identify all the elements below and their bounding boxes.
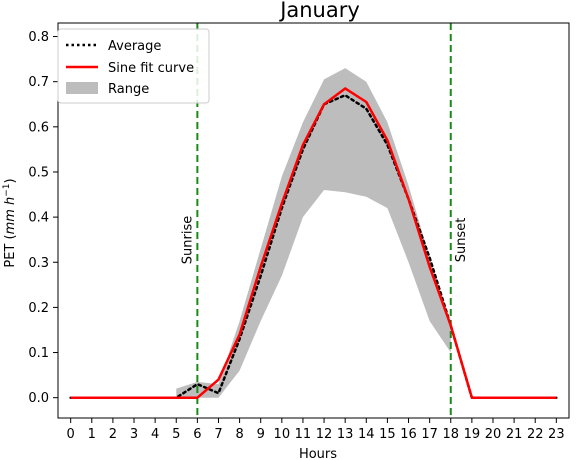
y-tick-label: 0.1 xyxy=(28,346,49,361)
sine-fit-line xyxy=(70,87,557,399)
x-tick-label: 6 xyxy=(193,427,201,442)
x-tick-label: 10 xyxy=(274,427,291,442)
axes xyxy=(57,22,570,419)
x-tick-label: 11 xyxy=(295,427,312,442)
x-tick-label: 8 xyxy=(235,427,243,442)
y-tick-label: 0.2 xyxy=(28,301,49,316)
x-tick-label: 12 xyxy=(316,427,333,442)
x-tick-label: 22 xyxy=(527,427,544,442)
axes-frame xyxy=(57,22,570,419)
y-tick-label: 0.6 xyxy=(28,120,49,135)
chart-title: January xyxy=(278,0,360,22)
x-tick-label: 9 xyxy=(257,427,265,442)
y-tick-label: 0.0 xyxy=(28,391,49,406)
y-axis-label-prefix: PET ( xyxy=(3,234,18,267)
x-tick-label: 5 xyxy=(172,427,180,442)
y-tick-label: 0.4 xyxy=(28,211,49,226)
x-tick-label: 18 xyxy=(442,427,459,442)
x-tick-label: 2 xyxy=(109,427,117,442)
x-tick-label: 3 xyxy=(130,427,138,442)
x-tick-label: 17 xyxy=(421,427,438,442)
y-tick-label: 0.3 xyxy=(28,256,49,271)
x-tick-label: 16 xyxy=(400,427,417,442)
y-axis-label-unit: mm h xyxy=(3,197,18,235)
y-axis-label-exp: −1 xyxy=(2,183,12,196)
sunrise-label: Sunrise xyxy=(180,216,195,264)
x-axis-label: Hours xyxy=(299,447,337,460)
x-tick-label: 15 xyxy=(379,427,396,442)
legend-range-label: Range xyxy=(108,82,149,97)
x-tick-label: 21 xyxy=(506,427,523,442)
x-tick-label: 23 xyxy=(548,427,565,442)
legend-sine-label: Sine fit curve xyxy=(108,61,194,76)
x-tick-label: 4 xyxy=(151,427,159,442)
x-tick-label: 0 xyxy=(67,427,75,442)
ticks: 0.00.10.20.30.40.50.60.70.80 1 2 3 4 5 6 7 8 9 10 1… xyxy=(28,30,564,442)
x-tick-label: 13 xyxy=(337,427,354,442)
y-tick-label: 0.8 xyxy=(28,30,49,45)
x-tick-label: 7 xyxy=(214,427,222,442)
x-tick-label: 19 xyxy=(464,427,481,442)
x-tick-label: 1 xyxy=(88,427,96,442)
legend-range-swatch xyxy=(66,82,98,94)
legend: Average Sine fit curve Range xyxy=(57,28,210,104)
y-axis-label: PET (mm h−1) xyxy=(2,178,18,267)
y-axis-label-suffix: ) xyxy=(3,178,18,183)
x-tick-label: 14 xyxy=(358,427,375,442)
sunset-label: Sunset xyxy=(454,218,469,263)
y-tick-label: 0.5 xyxy=(28,165,49,180)
x-tick-label: 20 xyxy=(485,427,502,442)
plot-area: Sunrise Sunset xyxy=(69,23,558,418)
y-tick-label: 0.7 xyxy=(28,75,49,90)
legend-average-label: Average xyxy=(108,39,161,54)
